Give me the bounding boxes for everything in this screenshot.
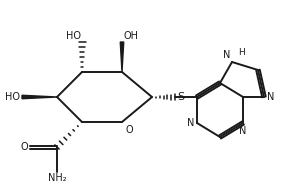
Polygon shape xyxy=(22,95,57,99)
Text: S: S xyxy=(177,92,184,102)
Text: HO: HO xyxy=(5,92,20,102)
Text: N: N xyxy=(223,50,230,60)
Text: NH₂: NH₂ xyxy=(48,173,66,183)
Text: O: O xyxy=(125,125,133,135)
Polygon shape xyxy=(120,42,124,72)
Text: OH: OH xyxy=(124,31,139,41)
Text: N: N xyxy=(239,126,247,136)
Text: O: O xyxy=(20,142,28,152)
Text: HO: HO xyxy=(66,31,81,41)
Text: H: H xyxy=(238,48,245,57)
Text: N: N xyxy=(267,92,275,102)
Text: N: N xyxy=(187,118,194,128)
